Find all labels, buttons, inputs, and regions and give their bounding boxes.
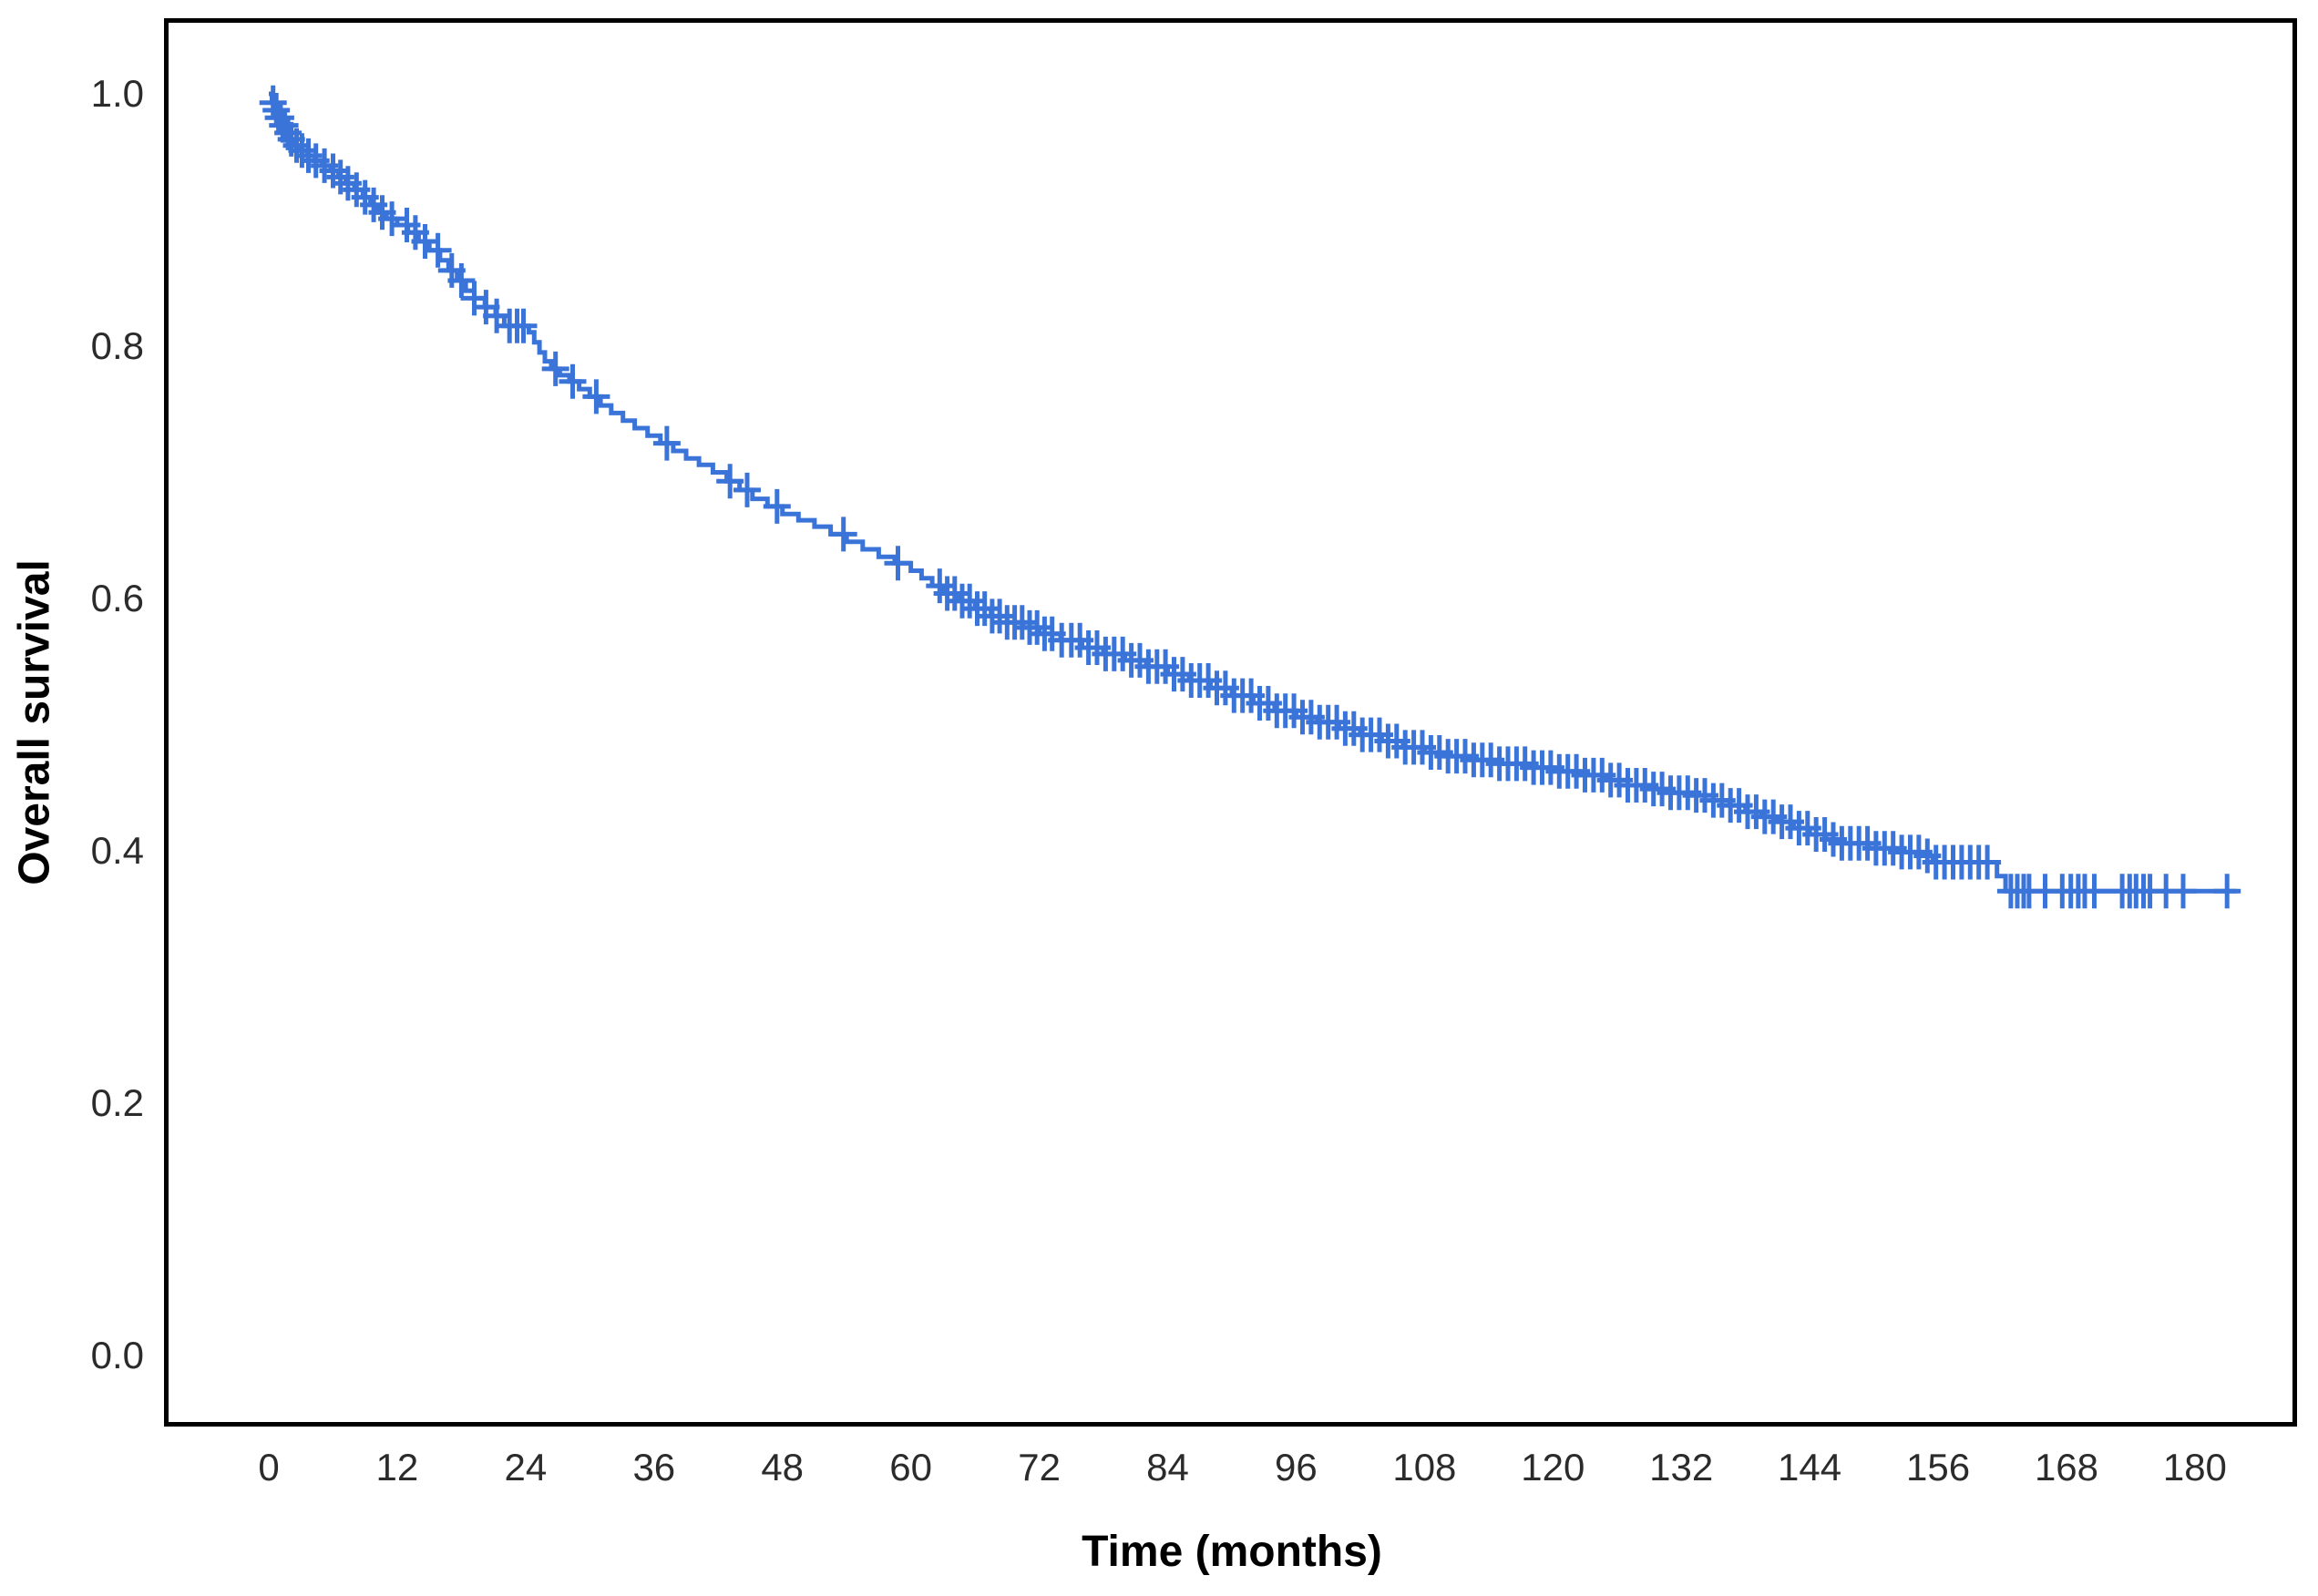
y-tick-label: 0.2 (90, 1081, 144, 1124)
x-tick-label: 72 (1018, 1446, 1061, 1489)
x-tick-label: 12 (375, 1446, 419, 1489)
x-tick-label: 84 (1146, 1446, 1189, 1489)
x-tick-label: 132 (1649, 1446, 1714, 1489)
plot-border (164, 18, 2297, 1427)
y-tick-label: 0.4 (90, 829, 144, 872)
x-tick-label: 60 (889, 1446, 932, 1489)
x-tick-label: 144 (1778, 1446, 1842, 1489)
x-axis-title: Time (months) (1082, 1528, 1382, 1576)
y-tick-label: 0.6 (90, 577, 144, 619)
km-survival-curve (269, 91, 2237, 894)
x-tick-label: 168 (2034, 1446, 2099, 1489)
censor-tick-marks (259, 85, 2241, 909)
x-tick-label: 108 (1392, 1446, 1457, 1489)
x-tick-label: 0 (258, 1446, 280, 1489)
y-tick-label: 1.0 (90, 72, 144, 115)
y-tick-label: 0.8 (90, 324, 144, 367)
x-tick-label: 156 (1906, 1446, 1971, 1489)
x-tick-label: 96 (1275, 1446, 1318, 1489)
y-axis-title: Overall survival (10, 559, 59, 885)
x-tick-label: 48 (761, 1446, 805, 1489)
x-tick-label: 24 (504, 1446, 548, 1489)
x-tick-label: 180 (2162, 1446, 2227, 1489)
x-tick-label: 120 (1521, 1446, 1585, 1489)
x-tick-label: 36 (632, 1446, 676, 1489)
y-tick-label: 0.0 (90, 1334, 144, 1376)
